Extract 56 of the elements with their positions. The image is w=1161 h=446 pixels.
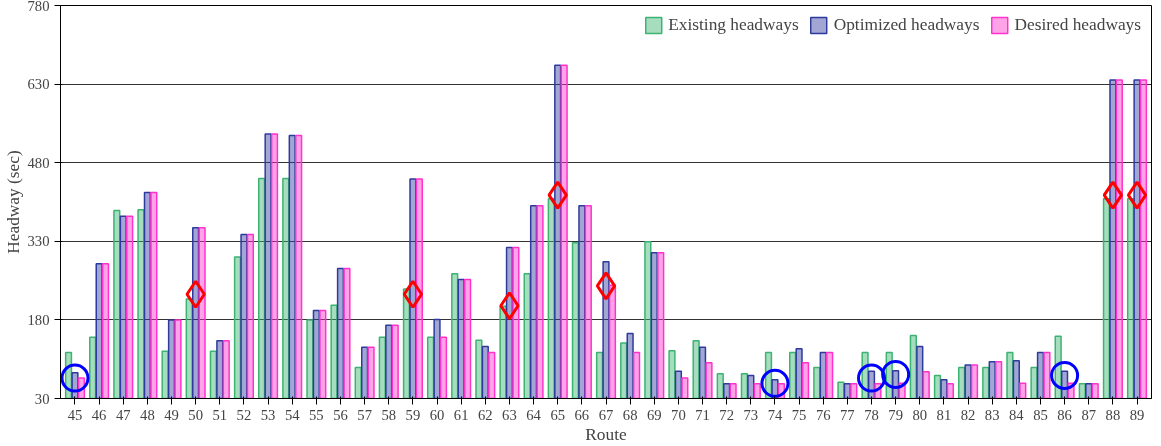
y-tick-label: 30 <box>34 390 50 407</box>
x-tick-label: 68 <box>622 406 638 423</box>
x-tick-label: 81 <box>936 406 952 423</box>
x-tick-label: 64 <box>526 406 542 423</box>
legend-label: Existing headways <box>668 15 799 35</box>
x-tick-label: 57 <box>357 406 372 423</box>
x-tick-label: 86 <box>1057 406 1072 423</box>
x-tick-label: 89 <box>1129 406 1145 423</box>
x-tick-label: 71 <box>695 406 710 423</box>
y-tick-label: 330 <box>27 233 50 250</box>
x-tick-label: 45 <box>67 406 83 423</box>
x-tick-label: 74 <box>767 406 783 423</box>
y-axis-title: Headway (sec) <box>3 150 23 254</box>
x-tick-label: 54 <box>284 406 301 423</box>
x-tick-label: 78 <box>864 406 879 423</box>
x-tick-label: 53 <box>260 406 276 423</box>
x-tick-label: 49 <box>164 406 179 423</box>
x-tick-label: 63 <box>502 406 517 423</box>
x-tick-label: 80 <box>912 406 928 423</box>
x-tick-label: 60 <box>429 406 445 423</box>
x-tick-label: 77 <box>840 406 855 423</box>
x-tick-label: 52 <box>236 406 252 423</box>
x-tick-label: 87 <box>1081 406 1097 423</box>
x-tick-label: 66 <box>574 406 590 423</box>
x-tick-label: 73 <box>743 406 759 423</box>
x-tick-label: 58 <box>381 406 397 423</box>
x-tick-label: 69 <box>646 406 662 423</box>
x-tick-label: 51 <box>212 406 228 423</box>
x-tick-label: 70 <box>671 406 686 423</box>
x-tick-label: 75 <box>791 406 807 423</box>
x-tick-label: 59 <box>405 406 421 423</box>
x-tick-label: 61 <box>453 406 469 423</box>
y-tick-label: 630 <box>27 76 50 93</box>
y-tick-label: 180 <box>27 311 50 328</box>
x-tick-label: 55 <box>309 406 324 423</box>
x-tick-label: 84 <box>1009 406 1025 423</box>
x-tick-label: 72 <box>719 406 735 423</box>
x-axis-title: Route <box>585 424 627 444</box>
x-tick-label: 47 <box>115 406 131 423</box>
x-tick-label: 85 <box>1033 406 1048 423</box>
x-tick-label: 48 <box>140 406 155 423</box>
x-tick-label: 88 <box>1105 406 1121 423</box>
x-tick-label: 62 <box>477 406 493 423</box>
y-tick-label: 480 <box>27 154 50 171</box>
x-tick-label: 76 <box>815 406 831 423</box>
x-tick-label: 83 <box>984 406 1000 423</box>
x-tick-label: 79 <box>888 406 903 423</box>
legend-label: Desired headways <box>1014 15 1141 35</box>
x-tick-label: 65 <box>550 406 566 423</box>
legend-label: Optimized headways <box>833 15 980 35</box>
y-tick-label: 780 <box>27 0 50 14</box>
x-tick-label: 50 <box>188 406 203 423</box>
x-tick-label: 67 <box>598 406 614 423</box>
x-tick-label: 46 <box>91 406 107 423</box>
x-tick-label: 56 <box>333 406 348 423</box>
x-tick-label: 82 <box>960 406 976 423</box>
